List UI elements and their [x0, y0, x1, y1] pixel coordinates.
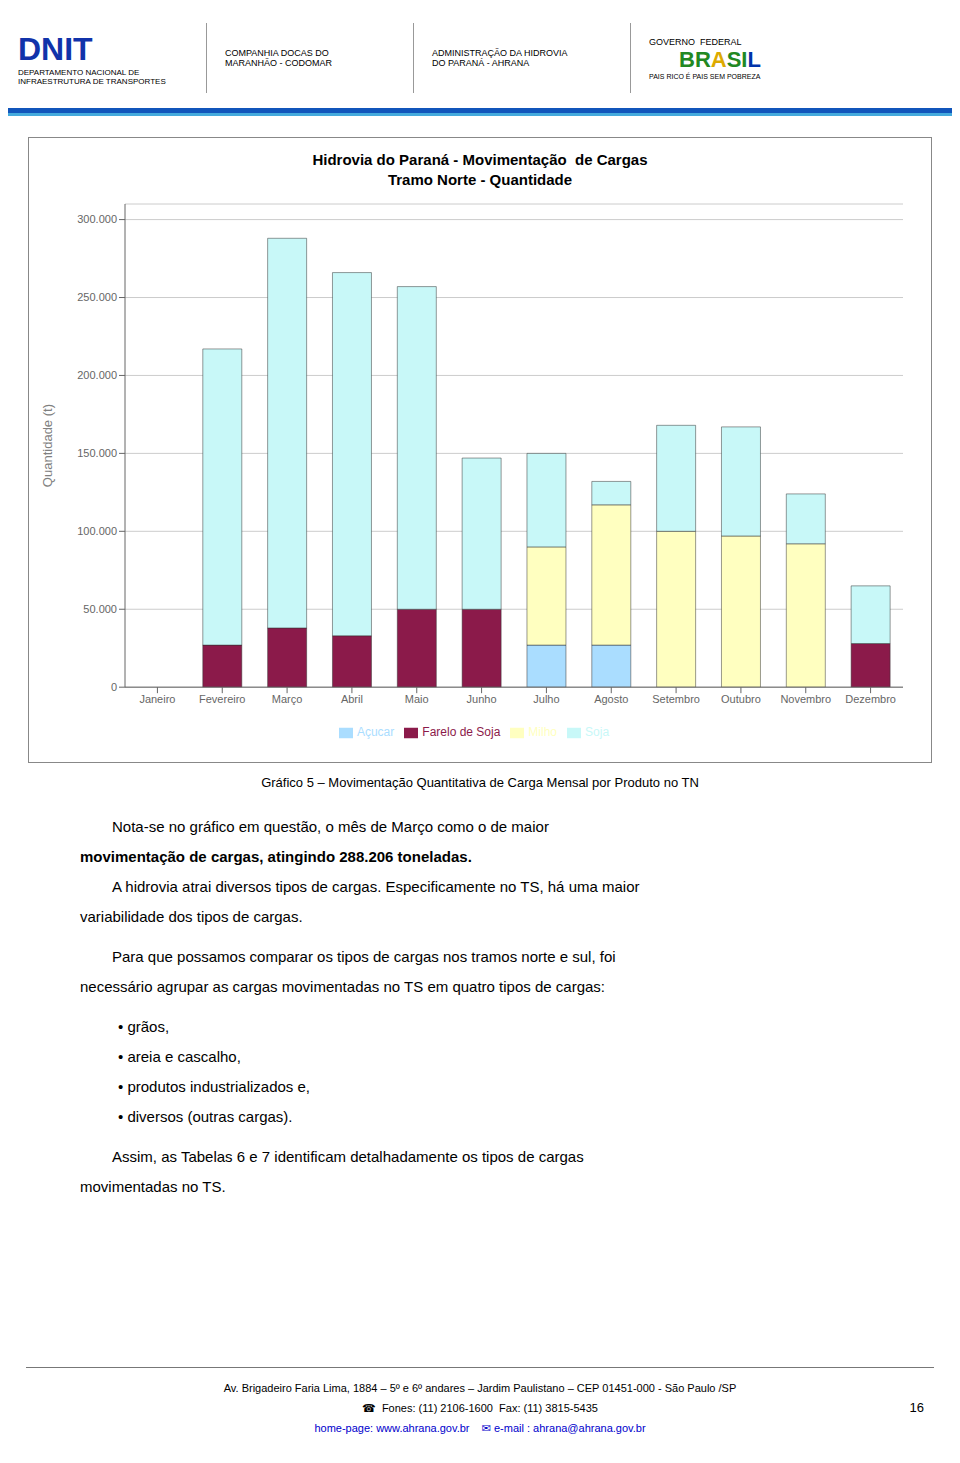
svg-text:Dezembro: Dezembro	[845, 693, 896, 705]
html-text:DO PARANÁ - AHRANA: DO PARANÁ - AHRANA	[432, 58, 530, 68]
html-text:☎ Fones: (11) 2106-1600 Fax: (: ☎ Fones: (11) 2106-1600 Fax: (11) 3815-5…	[362, 1402, 598, 1414]
html-text:Para que possamos comparar os: Para que possamos comparar os tipos de c…	[112, 948, 616, 965]
html-text:Assim, as Tabelas 6 e 7 identi: Assim, as Tabelas 6 e 7 identificam deta…	[112, 1148, 584, 1165]
svg-text:250.000: 250.000	[77, 291, 117, 303]
svg-text:Novembro: Novembro	[780, 693, 831, 705]
svg-text:100.000: 100.000	[77, 525, 117, 537]
svg-text:Maio: Maio	[405, 693, 429, 705]
html-text:home-page: www.ahrana.gov.br ✉: home-page: www.ahrana.gov.br ✉ e-mail : …	[314, 1422, 646, 1434]
svg-text:Janeiro: Janeiro	[139, 693, 175, 705]
svg-text:Outubro: Outubro	[721, 693, 761, 705]
html-text:variabilidade dos tipos de car: variabilidade dos tipos de cargas.	[80, 908, 303, 925]
svg-text:Agosto: Agosto	[594, 693, 628, 705]
html-text:movimentadas no TS.: movimentadas no TS.	[80, 1178, 226, 1195]
svg-text:Fevereiro: Fevereiro	[199, 693, 245, 705]
svg-text:Julho: Julho	[533, 693, 559, 705]
svg-text:300.000: 300.000	[77, 213, 117, 225]
html-text:Av. Brigadeiro Faria Lima, 188: Av. Brigadeiro Faria Lima, 1884 – 5º e 6…	[223, 1382, 737, 1394]
html-text:• diversos (outras cargas).: • diversos (outras cargas).	[118, 1108, 293, 1125]
svg-text:Março: Março	[272, 693, 303, 705]
html-text:movimentação de cargas, atingi: movimentação de cargas, atingindo 288.20…	[80, 848, 472, 865]
svg-text:200.000: 200.000	[77, 369, 117, 381]
html-text:PAIS RICO É PAIS SEM POBREZA: PAIS RICO É PAIS SEM POBREZA	[649, 72, 761, 80]
html-text:Milho: Milho	[528, 725, 557, 740]
html-text:Açucar: Açucar	[356, 725, 395, 740]
html-text:MARANHÃO - CODOMAR: MARANHÃO - CODOMAR	[225, 58, 332, 68]
html-text:ADMINISTRAÇÃO DA HIDROVIA: ADMINISTRAÇÃO DA HIDROVIA	[432, 48, 568, 58]
html-text:BR A SI L: BR A SI L	[679, 46, 761, 72]
svg-text:0: 0	[111, 681, 117, 693]
html-text:GOVERNO FEDERAL: GOVERNO FEDERAL	[649, 36, 742, 47]
html-text:• grãos,: • grãos,	[118, 1018, 170, 1035]
svg-text:50.000: 50.000	[83, 603, 117, 615]
html-text:Gráfico 5 – Movimentação Quant: Gráfico 5 – Movimentação Quantitativa de…	[261, 775, 699, 790]
html-text:Nota-se no gráfico em questão,: Nota-se no gráfico em questão, o mês de …	[112, 818, 549, 835]
svg-text:Junho: Junho	[467, 693, 497, 705]
html-text:Tramo Norte - Quantidade: Tramo Norte - Quantidade	[387, 171, 573, 188]
svg-text:Setembro: Setembro	[652, 693, 700, 705]
html-text:necessário agrupar as cargas m: necessário agrupar as cargas movimentada…	[80, 978, 605, 995]
html-text:INFRAESTRUTURA DE TRANSPORTES: INFRAESTRUTURA DE TRANSPORTES	[18, 76, 166, 86]
html-text:COMPANHIA DOCAS DO: COMPANHIA DOCAS DO	[225, 48, 329, 58]
html-text:• areia e cascalho,: • areia e cascalho,	[118, 1048, 241, 1065]
html-text:16: 16	[909, 1400, 924, 1415]
html-text:Hidrovia do Paraná - Movimenta: Hidrovia do Paraná - Movimentação de Car…	[312, 151, 648, 168]
html-text:DEPARTAMENTO NACIONAL DE: DEPARTAMENTO NACIONAL DE	[18, 67, 140, 77]
html-text:A hidrovia atrai diversos tipo: A hidrovia atrai diversos tipos de carga…	[112, 878, 640, 895]
svg-text:150.000: 150.000	[77, 447, 117, 459]
svg-text:Abril: Abril	[341, 693, 363, 705]
html-text:Farelo de Soja: Farelo de Soja	[422, 725, 501, 740]
svg-text:Quantidade (t): Quantidade (t)	[40, 404, 55, 487]
html-text:• produtos industrializados e,: • produtos industrializados e,	[118, 1078, 310, 1095]
html-text:DNIT: DNIT	[18, 30, 93, 67]
html-text:Soja: Soja	[585, 725, 610, 740]
